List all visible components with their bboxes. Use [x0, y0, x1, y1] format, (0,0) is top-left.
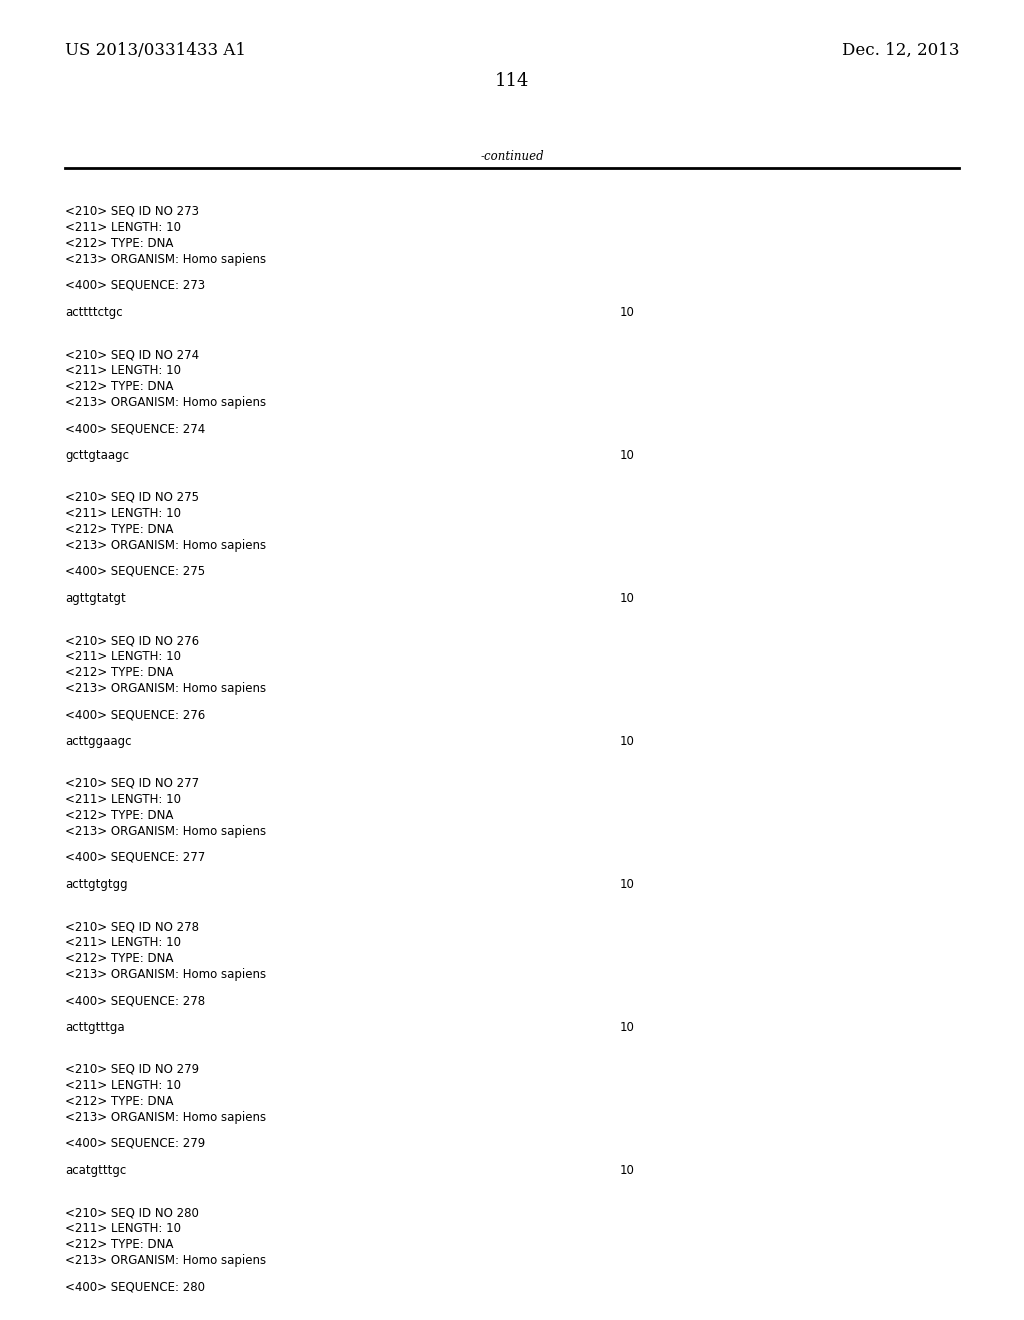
Text: <213> ORGANISM: Homo sapiens: <213> ORGANISM: Homo sapiens — [65, 253, 266, 267]
Text: <212> TYPE: DNA: <212> TYPE: DNA — [65, 238, 173, 249]
Text: <400> SEQUENCE: 278: <400> SEQUENCE: 278 — [65, 994, 205, 1007]
Text: <400> SEQUENCE: 275: <400> SEQUENCE: 275 — [65, 565, 205, 578]
Text: acttttctgc: acttttctgc — [65, 306, 123, 319]
Text: <213> ORGANISM: Homo sapiens: <213> ORGANISM: Homo sapiens — [65, 1111, 266, 1125]
Text: <212> TYPE: DNA: <212> TYPE: DNA — [65, 809, 173, 822]
Text: <400> SEQUENCE: 277: <400> SEQUENCE: 277 — [65, 851, 205, 865]
Text: <211> LENGTH: 10: <211> LENGTH: 10 — [65, 1222, 181, 1236]
Text: <212> TYPE: DNA: <212> TYPE: DNA — [65, 1238, 173, 1251]
Text: <400> SEQUENCE: 276: <400> SEQUENCE: 276 — [65, 708, 205, 721]
Text: <213> ORGANISM: Homo sapiens: <213> ORGANISM: Homo sapiens — [65, 396, 266, 409]
Text: <211> LENGTH: 10: <211> LENGTH: 10 — [65, 793, 181, 807]
Text: <400> SEQUENCE: 279: <400> SEQUENCE: 279 — [65, 1137, 205, 1150]
Text: <211> LENGTH: 10: <211> LENGTH: 10 — [65, 649, 181, 663]
Text: 10: 10 — [620, 735, 635, 748]
Text: <213> ORGANISM: Homo sapiens: <213> ORGANISM: Homo sapiens — [65, 1254, 266, 1267]
Text: -continued: -continued — [480, 150, 544, 162]
Text: <213> ORGANISM: Homo sapiens: <213> ORGANISM: Homo sapiens — [65, 682, 266, 696]
Text: <213> ORGANISM: Homo sapiens: <213> ORGANISM: Homo sapiens — [65, 539, 266, 552]
Text: <400> SEQUENCE: 280: <400> SEQUENCE: 280 — [65, 1280, 205, 1294]
Text: acttgtttga: acttgtttga — [65, 1020, 125, 1034]
Text: <210> SEQ ID NO 279: <210> SEQ ID NO 279 — [65, 1063, 199, 1076]
Text: 114: 114 — [495, 73, 529, 90]
Text: <210> SEQ ID NO 274: <210> SEQ ID NO 274 — [65, 348, 199, 360]
Text: <210> SEQ ID NO 273: <210> SEQ ID NO 273 — [65, 205, 199, 218]
Text: <212> TYPE: DNA: <212> TYPE: DNA — [65, 380, 173, 393]
Text: <210> SEQ ID NO 280: <210> SEQ ID NO 280 — [65, 1206, 199, 1218]
Text: <210> SEQ ID NO 278: <210> SEQ ID NO 278 — [65, 920, 199, 933]
Text: <213> ORGANISM: Homo sapiens: <213> ORGANISM: Homo sapiens — [65, 968, 266, 981]
Text: <212> TYPE: DNA: <212> TYPE: DNA — [65, 952, 173, 965]
Text: US 2013/0331433 A1: US 2013/0331433 A1 — [65, 42, 246, 59]
Text: 10: 10 — [620, 878, 635, 891]
Text: 10: 10 — [620, 591, 635, 605]
Text: <212> TYPE: DNA: <212> TYPE: DNA — [65, 1096, 173, 1107]
Text: 10: 10 — [620, 1020, 635, 1034]
Text: <213> ORGANISM: Homo sapiens: <213> ORGANISM: Homo sapiens — [65, 825, 266, 838]
Text: agttgtatgt: agttgtatgt — [65, 591, 126, 605]
Text: <212> TYPE: DNA: <212> TYPE: DNA — [65, 667, 173, 678]
Text: 10: 10 — [620, 1164, 635, 1177]
Text: <211> LENGTH: 10: <211> LENGTH: 10 — [65, 507, 181, 520]
Text: <211> LENGTH: 10: <211> LENGTH: 10 — [65, 364, 181, 378]
Text: <400> SEQUENCE: 274: <400> SEQUENCE: 274 — [65, 422, 205, 436]
Text: <212> TYPE: DNA: <212> TYPE: DNA — [65, 523, 173, 536]
Text: Dec. 12, 2013: Dec. 12, 2013 — [842, 42, 959, 59]
Text: acatgtttgc: acatgtttgc — [65, 1164, 126, 1177]
Text: <210> SEQ ID NO 276: <210> SEQ ID NO 276 — [65, 634, 199, 647]
Text: <211> LENGTH: 10: <211> LENGTH: 10 — [65, 1078, 181, 1092]
Text: acttggaagc: acttggaagc — [65, 735, 131, 748]
Text: <400> SEQUENCE: 273: <400> SEQUENCE: 273 — [65, 279, 205, 292]
Text: 10: 10 — [620, 449, 635, 462]
Text: <210> SEQ ID NO 277: <210> SEQ ID NO 277 — [65, 777, 199, 789]
Text: <210> SEQ ID NO 275: <210> SEQ ID NO 275 — [65, 491, 199, 504]
Text: <211> LENGTH: 10: <211> LENGTH: 10 — [65, 220, 181, 234]
Text: 10: 10 — [620, 306, 635, 319]
Text: acttgtgtgg: acttgtgtgg — [65, 878, 128, 891]
Text: <211> LENGTH: 10: <211> LENGTH: 10 — [65, 936, 181, 949]
Text: gcttgtaagc: gcttgtaagc — [65, 449, 129, 462]
